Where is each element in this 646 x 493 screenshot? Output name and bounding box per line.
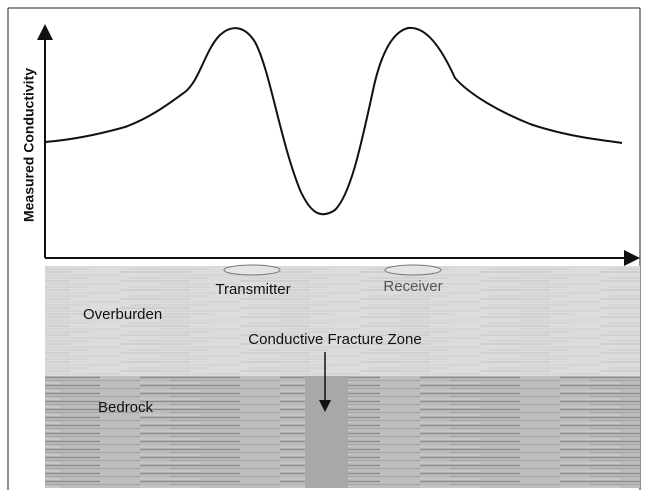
receiver-coil bbox=[384, 264, 442, 276]
overburden-label: Overburden bbox=[83, 306, 162, 323]
overburden-layer bbox=[45, 266, 640, 376]
axis-label: Measured Conductivity bbox=[21, 68, 37, 222]
fracture-zone-label: Conductive Fracture Zone bbox=[248, 331, 421, 348]
transmitter-coil bbox=[223, 264, 281, 276]
fracture-zone bbox=[305, 376, 348, 488]
receiver-label: Receiver bbox=[383, 278, 442, 295]
conductivity-curve bbox=[44, 26, 623, 216]
bedrock-label: Bedrock bbox=[98, 399, 154, 416]
transmitter-label: Transmitter bbox=[215, 281, 290, 298]
